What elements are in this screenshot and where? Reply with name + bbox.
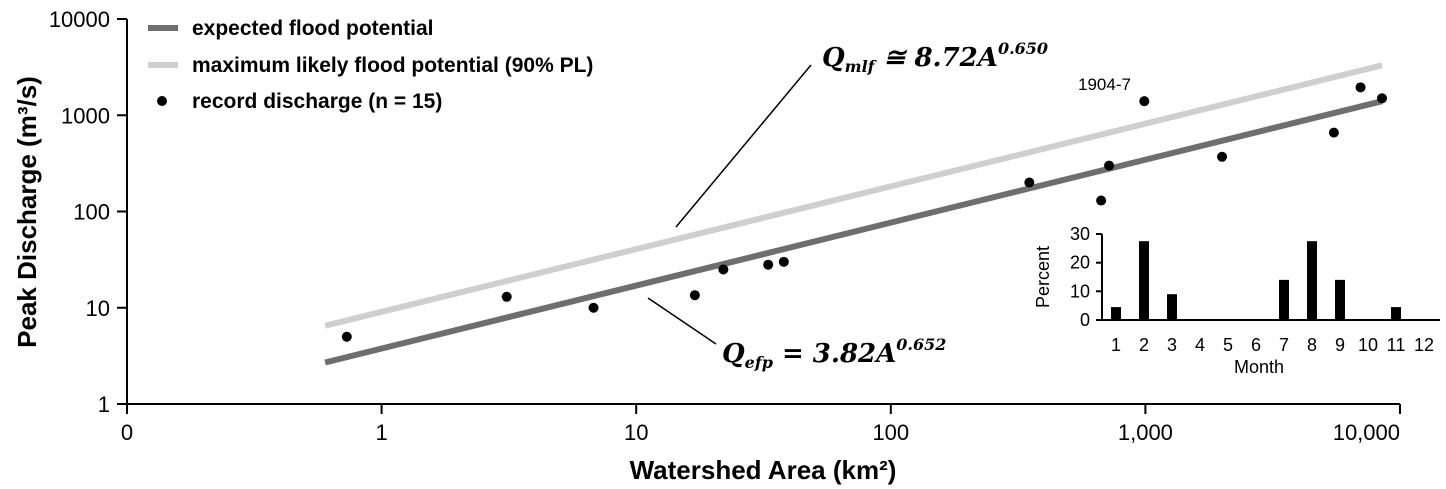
inset-x-tick-label: 8: [1307, 335, 1317, 355]
inset-month-chart: 0 10 20 30 Percent Month 1 2 3 4 5 6 7 8 9 10 11 12: [1033, 224, 1440, 377]
efp-leader-line: [647, 297, 717, 345]
y-tick-label: 1: [98, 392, 110, 417]
inset-x-tick-label: 4: [1195, 335, 1205, 355]
record-discharge-point: [1096, 195, 1107, 206]
x-tick-label: 100: [872, 420, 909, 445]
eq-subscript: mlf: [845, 57, 878, 76]
eq-subscript: efp: [745, 353, 773, 372]
inset-x-tick-label: 11: [1387, 335, 1406, 355]
record-discharge-point: [1217, 151, 1228, 162]
eq-exponent: 0.650: [998, 39, 1048, 58]
inset-y-title: Percent: [1033, 246, 1053, 308]
eq-exponent: 0.652: [896, 335, 946, 354]
record-discharge-point: [1024, 177, 1035, 188]
inset-bar: [1307, 241, 1317, 320]
y-axis-title: Peak Discharge (m³/s): [12, 76, 42, 348]
x-tick-label: 10,000: [1333, 420, 1400, 445]
eq-coefficient: 8.72A: [913, 43, 998, 73]
inset-x-title: Month: [1234, 357, 1284, 377]
inset-bar: [1111, 307, 1121, 320]
inset-x-tick-label: 6: [1251, 335, 1261, 355]
legend: expected flood potential maximum likely …: [148, 17, 593, 113]
record-discharge-point: [1377, 93, 1388, 104]
inset-bar: [1391, 307, 1401, 320]
inset-x-tick-label: 5: [1223, 335, 1233, 355]
inset-bar: [1335, 279, 1345, 320]
inset-x-tick-label: 3: [1167, 335, 1177, 355]
inset-x-tick-label: 9: [1335, 335, 1345, 355]
x-axis-ticks: 0 1 10 100 1,000 10,000: [121, 404, 1401, 445]
legend-label-maximum: maximum likely flood potential (90% PL): [192, 54, 593, 77]
inset-y-tick-label: 10: [1070, 281, 1090, 301]
inset-y-tick-label: 0: [1080, 310, 1090, 330]
inset-x-tick-label: 10: [1358, 335, 1378, 355]
inset-x-tick-label: 1: [1111, 335, 1121, 355]
record-discharge-point: [718, 264, 729, 275]
x-tick-label: 10: [624, 420, 648, 445]
inset-bars: [1111, 241, 1401, 320]
eq-symbol: Q: [722, 339, 745, 369]
inset-y-tick-label: 30: [1070, 224, 1090, 244]
x-tick-label: 0: [121, 420, 133, 445]
inset-x-tick-label: 7: [1279, 335, 1289, 355]
legend-marker-record: [157, 96, 167, 106]
record-discharge-point: [1139, 96, 1150, 107]
efp-equation: Qefp = 3.82A0.652: [722, 335, 946, 372]
x-axis-title: Watershed Area (km²): [630, 455, 897, 485]
y-tick-label: 100: [73, 200, 110, 225]
record-discharge-point: [1328, 127, 1339, 138]
y-tick-label: 10000: [49, 7, 110, 32]
eq-relation: ≅: [875, 43, 915, 73]
record-discharge-point: [501, 291, 512, 302]
legend-label-expected: expected flood potential: [192, 17, 434, 40]
y-axis-ticks: 1 10 100 1000 10000: [49, 7, 127, 417]
record-discharge-point: [689, 290, 700, 301]
y-tick-label: 1000: [61, 103, 110, 128]
maximum-likely-flood-line: [324, 62, 1383, 329]
eq-symbol: Q: [822, 43, 845, 73]
record-discharge-point: [1104, 160, 1115, 171]
mlf-leader-line: [675, 64, 812, 228]
eq-coefficient: 3.82A: [813, 339, 897, 369]
inset-bar: [1167, 294, 1177, 320]
record-annotation: 1904-7: [1078, 75, 1131, 94]
inset-x-tick-label: 12: [1414, 335, 1434, 355]
mlf-equation: Qmlf ≅ 8.72A0.650: [822, 39, 1048, 76]
inset-y-ticks: 0 10 20 30: [1070, 224, 1102, 330]
inset-bar: [1279, 279, 1289, 320]
record-discharge-point: [1355, 82, 1366, 93]
x-tick-label: 1,000: [1118, 420, 1173, 445]
expected-flood-line: [324, 98, 1383, 366]
record-discharge-point: [341, 331, 352, 342]
record-discharge-point: [778, 256, 789, 267]
inset-y-tick-label: 20: [1070, 253, 1090, 273]
inset-x-tick-labels: 1 2 3 4 5 6 7 8 9 10 11 12: [1111, 335, 1434, 355]
legend-label-record: record discharge (n = 15): [192, 90, 442, 113]
fit-lines: [324, 62, 1383, 366]
record-discharge-point: [588, 302, 599, 313]
inset-x-tick-label: 2: [1139, 335, 1149, 355]
y-tick-label: 10: [86, 296, 110, 321]
inset-bar: [1139, 241, 1149, 320]
x-tick-label: 1: [375, 420, 387, 445]
eq-relation: =: [773, 339, 813, 369]
record-discharge-point: [763, 259, 774, 270]
record-points: [341, 82, 1388, 342]
